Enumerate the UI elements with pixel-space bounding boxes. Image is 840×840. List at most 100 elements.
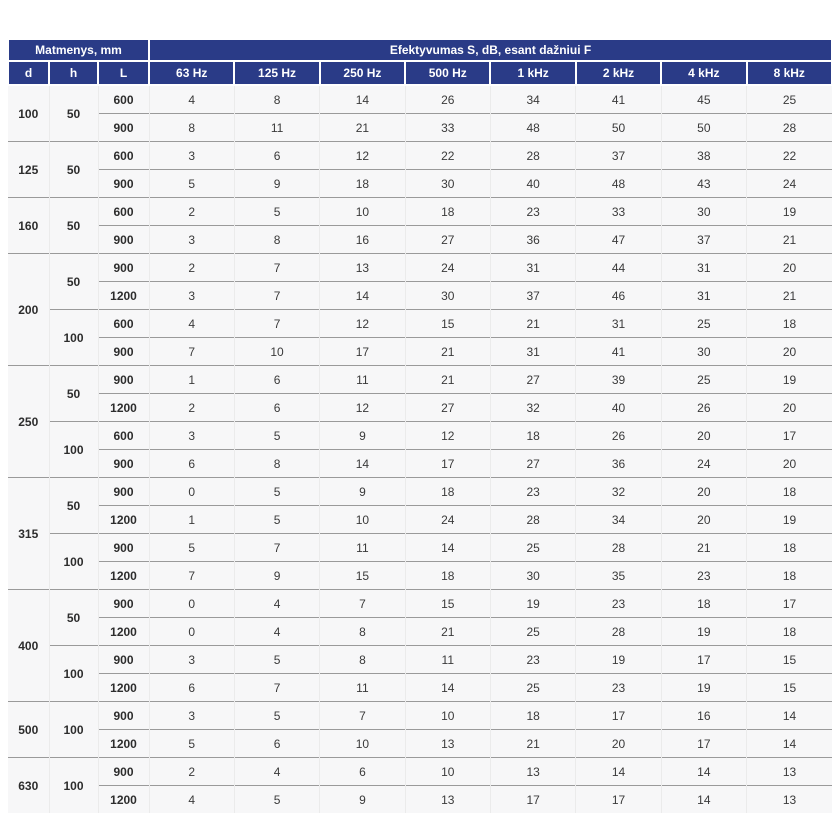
- cell-value: 27: [404, 393, 491, 422]
- cell-value: 36: [575, 449, 662, 478]
- cell-value: 6: [233, 141, 320, 170]
- cell-value: 10: [233, 337, 320, 366]
- cell-value: 31: [575, 309, 662, 338]
- cell-value: 17: [575, 701, 662, 730]
- cell-value: 19: [660, 673, 747, 702]
- col-header-h: h: [48, 60, 99, 86]
- cell-value: 14: [319, 281, 406, 310]
- table-row: 900 7 10 17 21 31 41 30 20: [8, 337, 832, 366]
- cell-value: 28: [575, 617, 662, 646]
- col-header-freq: 63 Hz: [148, 60, 236, 86]
- table-row: 100 900 3 5 8 11 23 19 17 15: [8, 645, 832, 702]
- cell-value: 30: [489, 561, 576, 590]
- cell-value: 22: [746, 141, 832, 170]
- cell-value: 18: [746, 561, 832, 590]
- table-row: 900 3 8 16 27 36 47 37 21: [8, 225, 832, 254]
- cell-value: 47: [575, 225, 662, 254]
- cell-value: 11: [233, 113, 320, 142]
- cell-value: 19: [746, 365, 832, 394]
- cell-value: 38: [660, 141, 747, 170]
- cell-value: 2: [148, 757, 235, 786]
- cell-value: 6: [233, 365, 320, 394]
- header-columns-row: d h L 63 Hz 125 Hz 250 Hz 500 Hz 1 kHz 2…: [7, 60, 834, 86]
- cell-value: 21: [404, 617, 491, 646]
- cell-value: 14: [746, 729, 832, 758]
- col-header-freq: 2 kHz: [574, 60, 663, 86]
- cell-value: 23: [489, 477, 576, 506]
- cell-l: 900: [97, 253, 150, 282]
- cell-d: 160: [8, 197, 49, 254]
- cell-value: 1: [148, 505, 235, 534]
- cell-value: 30: [404, 281, 491, 310]
- cell-d: 500: [8, 701, 49, 758]
- cell-value: 21: [404, 365, 491, 394]
- cell-l: 1200: [97, 505, 150, 534]
- cell-value: 31: [660, 281, 747, 310]
- cell-value: 3: [148, 281, 235, 310]
- cell-value: 25: [660, 309, 747, 338]
- table-row: 250 50 900 1 6 11 21 27 39 25 19: [8, 365, 832, 478]
- cell-value: 28: [746, 113, 832, 142]
- cell-h: 50: [48, 253, 98, 310]
- cell-l: 900: [97, 337, 150, 366]
- col-header-l: L: [96, 60, 151, 86]
- cell-value: 25: [489, 673, 576, 702]
- cell-l: 900: [97, 225, 150, 254]
- table-row: 1200 7 9 15 18 30 35 23 18: [8, 561, 832, 590]
- col-header-freq: 8 kHz: [745, 60, 834, 86]
- cell-h: 50: [48, 365, 98, 422]
- cell-value: 10: [404, 757, 491, 786]
- table-row: 100 900 5 7 11 14 25 28 21 18: [8, 533, 832, 590]
- cell-value: 18: [319, 169, 406, 198]
- cell-value: 32: [575, 477, 662, 506]
- cell-value: 16: [319, 225, 406, 254]
- cell-value: 20: [660, 477, 747, 506]
- cell-d: 630: [8, 757, 49, 813]
- cell-h: 100: [48, 533, 98, 590]
- cell-value: 6: [148, 673, 235, 702]
- cell-value: 35: [575, 561, 662, 590]
- cell-value: 26: [404, 85, 491, 114]
- cell-h: 50: [48, 197, 98, 254]
- cell-value: 12: [319, 393, 406, 422]
- cell-value: 23: [575, 673, 662, 702]
- cell-value: 28: [575, 533, 662, 562]
- cell-value: 1: [148, 365, 235, 394]
- cell-value: 3: [148, 421, 235, 450]
- table-row: 100 600 3 5 9 12 18 26 20 17: [8, 421, 832, 478]
- table-row: 400 50 900 0 4 7 15 19 23 18 17: [8, 589, 832, 702]
- cell-value: 14: [404, 673, 491, 702]
- cell-h: 100: [48, 309, 98, 366]
- cell-l: 900: [97, 113, 150, 142]
- cell-value: 12: [319, 309, 406, 338]
- cell-value: 44: [575, 253, 662, 282]
- cell-h: 50: [48, 589, 98, 646]
- cell-value: 19: [489, 589, 576, 618]
- cell-value: 19: [575, 645, 662, 674]
- cell-value: 6: [148, 449, 235, 478]
- cell-value: 26: [660, 393, 747, 422]
- cell-value: 6: [233, 729, 320, 758]
- cell-value: 21: [404, 337, 491, 366]
- cell-value: 28: [489, 141, 576, 170]
- cell-value: 25: [489, 617, 576, 646]
- cell-value: 0: [148, 617, 235, 646]
- cell-value: 25: [746, 85, 832, 114]
- cell-value: 7: [233, 281, 320, 310]
- cell-value: 3: [148, 141, 235, 170]
- cell-l: 900: [97, 449, 150, 478]
- cell-value: 23: [489, 197, 576, 226]
- cell-l: 900: [97, 645, 150, 674]
- cell-value: 41: [575, 337, 662, 366]
- cell-l: 600: [97, 309, 150, 338]
- cell-l: 1200: [97, 393, 150, 422]
- cell-value: 11: [404, 645, 491, 674]
- cell-value: 17: [746, 589, 832, 618]
- cell-value: 5: [148, 729, 235, 758]
- cell-value: 17: [575, 785, 662, 813]
- cell-value: 5: [233, 477, 320, 506]
- table-row: 630 100 900 2 4 6 10 13 14 14 13: [8, 757, 832, 813]
- efficiency-table: Matmenys, mm Efektyvumas S, dB, esant da…: [6, 38, 834, 813]
- cell-l: 900: [97, 477, 150, 506]
- table-row: 1200 4 5 9 13 17 17 14 13: [8, 785, 832, 813]
